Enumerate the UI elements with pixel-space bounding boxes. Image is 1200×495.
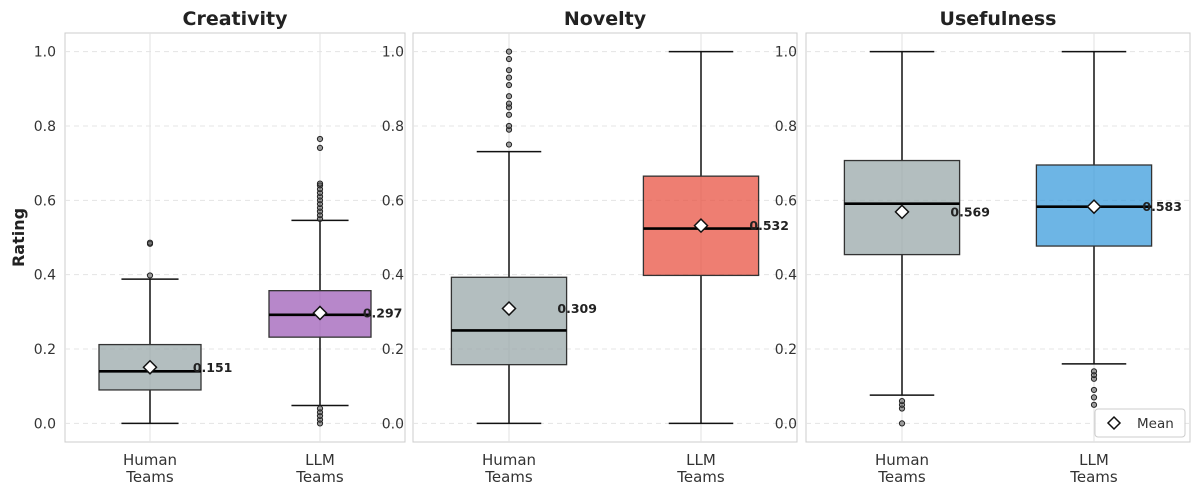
box-human-teams: 0.151 xyxy=(98,239,233,425)
mean-value-label: 0.583 xyxy=(1142,199,1182,214)
mean-value-label: 0.297 xyxy=(363,305,403,320)
outlier-point xyxy=(898,420,906,427)
legend-label: Mean xyxy=(1137,416,1174,432)
outlier-point xyxy=(1090,368,1098,375)
y-tick-label: 1.0 xyxy=(382,45,404,61)
y-tick-label: 0.8 xyxy=(34,119,56,135)
y-tick-label: 0.0 xyxy=(34,416,56,432)
mean-value-label: 0.569 xyxy=(950,204,990,219)
box-body xyxy=(450,276,568,366)
outlier-point xyxy=(1090,394,1098,401)
outlier-point xyxy=(505,122,513,130)
category-label: Teams xyxy=(877,468,926,486)
y-tick-label: 0.4 xyxy=(775,268,797,284)
outlier-point xyxy=(316,144,324,151)
box-llm-teams: 0.297 xyxy=(268,135,403,427)
category-label: Human xyxy=(875,451,929,469)
box-llm-teams: 0.583 xyxy=(1035,50,1182,408)
mean-marker xyxy=(312,305,328,321)
category-label: LLM xyxy=(686,451,716,469)
outlier-point xyxy=(898,398,906,405)
outlier-point xyxy=(505,74,513,81)
mean-value-label: 0.309 xyxy=(557,301,597,316)
category-label: LLM xyxy=(1079,451,1109,469)
outlier-point xyxy=(505,141,513,148)
outlier-point xyxy=(505,48,513,55)
category-label: Teams xyxy=(676,468,725,486)
y-tick-label: 0.2 xyxy=(775,342,797,358)
outlier-point xyxy=(505,111,513,118)
box-llm-teams: 0.532 xyxy=(642,50,789,425)
category-label: LLM xyxy=(305,451,335,469)
panel-creativity: 0.00.20.40.60.81.0CreativityHumanTeamsLL… xyxy=(34,8,406,486)
outlier-point xyxy=(316,135,324,143)
outlier-point xyxy=(505,55,513,63)
box-human-teams: 0.569 xyxy=(843,50,990,427)
panel-title: Novelty xyxy=(564,8,647,30)
mean-marker xyxy=(894,204,910,220)
y-tick-label: 0.8 xyxy=(775,119,797,135)
mean-value-label: 0.151 xyxy=(193,360,233,375)
y-tick-label: 0.6 xyxy=(775,193,797,209)
y-tick-label: 0.0 xyxy=(382,416,404,432)
outlier-point xyxy=(316,405,324,412)
outlier-point xyxy=(1090,386,1098,394)
box-human-teams: 0.309 xyxy=(450,48,597,425)
outlier-point xyxy=(505,81,513,89)
legend: Mean xyxy=(1094,408,1186,438)
outlier-point xyxy=(146,239,154,246)
legend-mean-marker xyxy=(1106,415,1122,431)
outlier-point xyxy=(505,67,513,74)
category-label: Teams xyxy=(295,468,344,486)
legend-box xyxy=(1094,408,1186,438)
category-label: Teams xyxy=(125,468,174,486)
panel-usefulness: 0.00.20.40.60.81.0UsefulnessHumanTeamsLL… xyxy=(775,8,1191,486)
category-label: Teams xyxy=(484,468,533,486)
panel-novelty: 0.00.20.40.60.81.0NoveltyHumanTeamsLLMTe… xyxy=(382,8,798,486)
y-tick-label: 1.0 xyxy=(34,45,56,61)
y-tick-label: 1.0 xyxy=(775,45,797,61)
outlier-point xyxy=(505,93,513,100)
mean-marker xyxy=(142,359,158,375)
mean-marker xyxy=(501,300,517,317)
mean-marker xyxy=(1086,199,1102,215)
outlier-point xyxy=(1090,401,1098,408)
mean-value-label: 0.532 xyxy=(749,218,789,233)
y-tick-label: 0.4 xyxy=(34,268,56,284)
panel-title: Usefulness xyxy=(940,8,1057,30)
y-tick-label: 0.2 xyxy=(382,342,404,358)
y-tick-label: 0.6 xyxy=(34,193,56,209)
y-tick-label: 0.2 xyxy=(34,342,56,358)
mean-marker xyxy=(693,218,709,234)
y-tick-label: 0.8 xyxy=(382,119,404,135)
category-label: Teams xyxy=(1069,468,1118,486)
y-tick-label: 0.6 xyxy=(382,193,404,209)
outlier-point xyxy=(316,180,324,187)
outlier-point xyxy=(146,272,154,279)
panel-title: Creativity xyxy=(183,8,289,30)
outlier-point xyxy=(505,100,513,107)
y-tick-label: 0.0 xyxy=(775,416,797,432)
category-label: Human xyxy=(482,451,536,469)
y-tick-label: 0.4 xyxy=(382,268,404,284)
category-label: Human xyxy=(123,451,177,469)
y-axis-label: Rating xyxy=(9,208,28,267)
